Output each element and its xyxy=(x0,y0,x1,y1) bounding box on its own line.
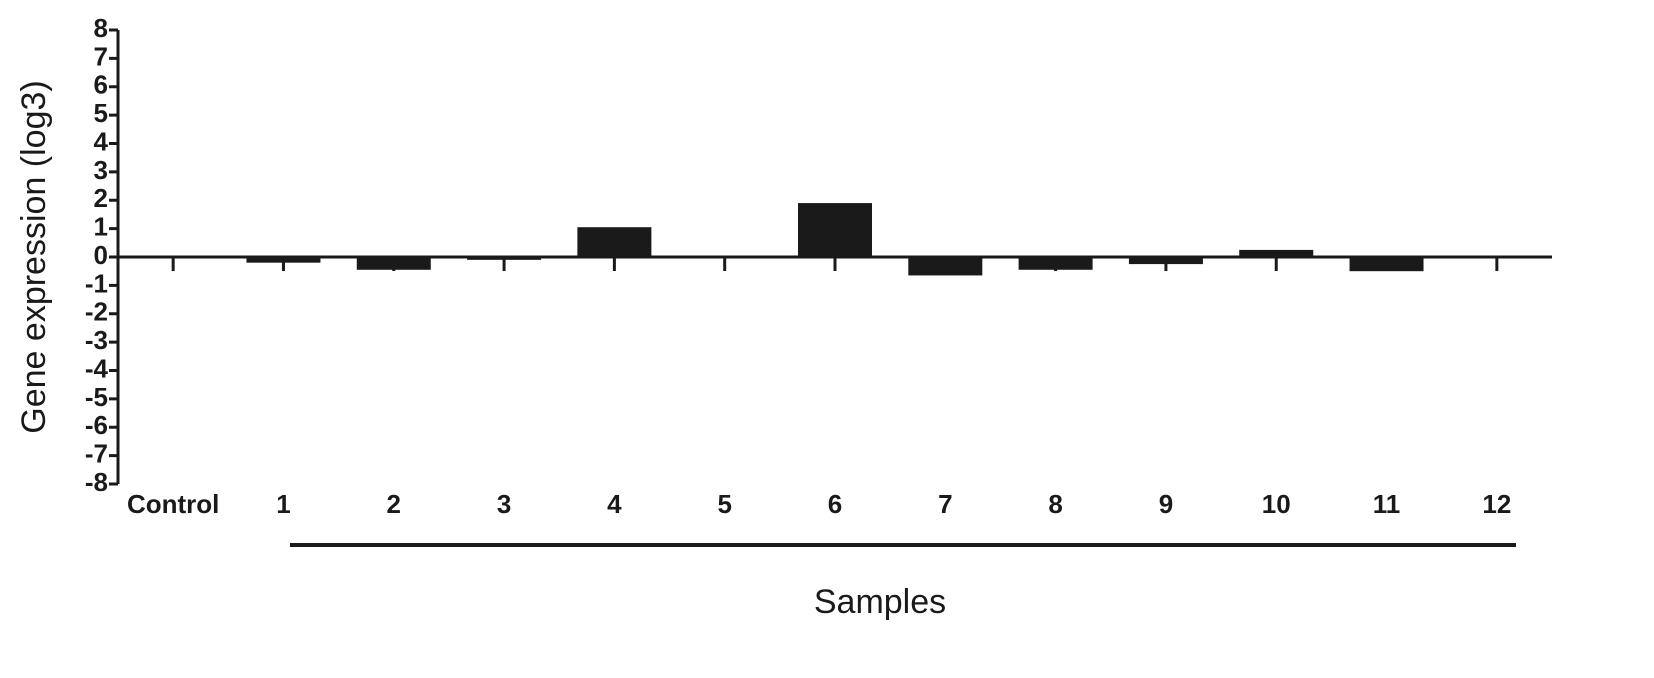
x-tick-label: 4 xyxy=(607,489,622,519)
bar xyxy=(1128,257,1203,265)
x-tick-label: 5 xyxy=(717,489,731,519)
bar xyxy=(1018,257,1093,270)
bar xyxy=(356,257,431,270)
x-tick-label: 10 xyxy=(1262,489,1291,519)
bar xyxy=(577,227,652,257)
y-axis-label: Gene expression (log3) xyxy=(15,80,53,433)
bar xyxy=(246,257,321,263)
bar xyxy=(1239,249,1314,257)
y-tick-label: 7 xyxy=(94,41,108,71)
y-tick-label: -2 xyxy=(85,297,108,327)
x-tick-label: 6 xyxy=(828,489,842,519)
y-tick-label: 4 xyxy=(94,126,109,156)
y-tick-label: 5 xyxy=(94,98,108,128)
x-tick-label: 8 xyxy=(1048,489,1062,519)
y-tick-label: -8 xyxy=(85,467,108,497)
bar xyxy=(908,257,983,276)
y-tick-label: 6 xyxy=(94,70,108,100)
x-tick-label: 2 xyxy=(387,489,401,519)
x-tick-label: 9 xyxy=(1159,489,1173,519)
bar xyxy=(798,203,872,257)
y-tick-label: 2 xyxy=(94,183,108,213)
y-tick-label: -5 xyxy=(85,382,108,412)
y-tick-label: -7 xyxy=(85,439,108,469)
x-tick-label: 7 xyxy=(938,489,952,519)
y-tick-label: -4 xyxy=(85,353,109,383)
y-tick-label: -1 xyxy=(85,268,108,298)
y-tick-label: 3 xyxy=(94,155,108,185)
y-tick-label: -6 xyxy=(85,410,108,440)
x-tick-label: 11 xyxy=(1373,489,1401,519)
y-tick-label: 0 xyxy=(94,240,108,270)
x-tick-label: Control xyxy=(127,489,219,519)
x-tick-label: 12 xyxy=(1482,489,1511,519)
x-axis-label: Samples xyxy=(814,583,946,621)
x-tick-label: 1 xyxy=(276,489,290,519)
x-tick-label: 3 xyxy=(497,489,511,519)
y-tick-label: 8 xyxy=(94,13,108,43)
bar xyxy=(1349,257,1424,272)
y-tick-label: 1 xyxy=(94,212,108,242)
y-tick-label: -3 xyxy=(85,325,108,355)
